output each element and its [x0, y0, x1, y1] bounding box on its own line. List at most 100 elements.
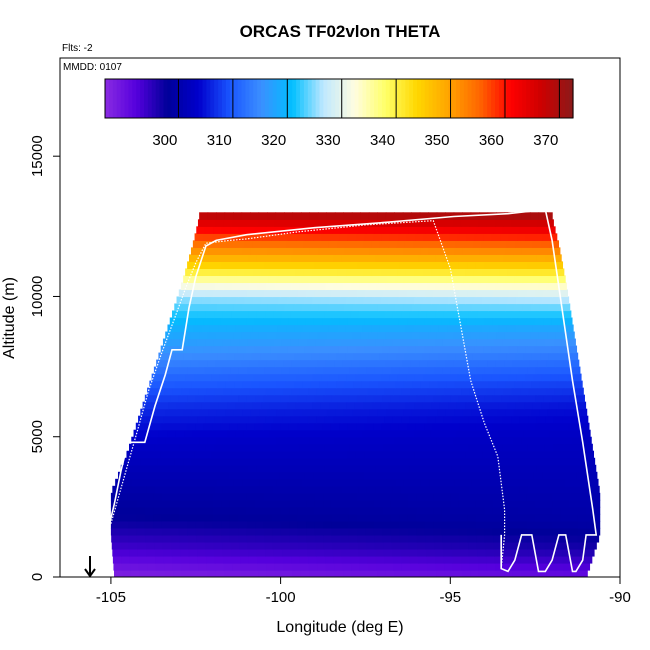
heatmap-cell: [241, 247, 251, 255]
heatmap-cell: [312, 268, 322, 277]
heatmap-cell: [273, 443, 283, 452]
heatmap-cell: [392, 338, 402, 347]
heatmap-cell: [518, 394, 528, 403]
heatmap-cell: [492, 289, 502, 298]
heatmap-cell: [260, 352, 270, 361]
heatmap-cell: [484, 289, 494, 298]
heatmap-cell: [223, 387, 233, 396]
heatmap-cell: [152, 422, 162, 431]
heatmap-cell: [524, 268, 534, 277]
heatmap-cell: [467, 366, 477, 375]
heatmap-cell: [204, 520, 214, 529]
heatmap-cell: [192, 352, 202, 361]
heatmap-cell: [247, 443, 257, 452]
heatmap-cell: [458, 289, 468, 298]
heatmap-cell: [425, 366, 435, 375]
heatmap-cell: [248, 548, 258, 557]
heatmap-cell: [153, 492, 163, 501]
colorbar-swatch: [108, 79, 114, 118]
flight-tracks: [106, 208, 598, 573]
heatmap-cell: [501, 289, 511, 298]
heatmap-cell: [396, 324, 406, 333]
heatmap-cell: [423, 450, 433, 459]
heatmap-cell: [431, 471, 441, 480]
heatmap-cell: [566, 429, 576, 438]
heatmap-cell: [441, 520, 451, 529]
heatmap-cell: [161, 422, 171, 431]
heatmap-cell: [196, 338, 206, 347]
heatmap-cell: [570, 464, 580, 473]
heatmap-cell: [441, 513, 451, 522]
heatmap-cell: [256, 338, 266, 347]
heatmap-cell: [166, 457, 176, 466]
heatmap-cell: [266, 562, 276, 571]
colorbar-swatch: [218, 79, 223, 118]
heatmap-cell: [304, 373, 314, 382]
heatmap-cell: [338, 450, 348, 459]
heatmap-cell: [304, 345, 315, 354]
heatmap-cell: [206, 387, 216, 396]
heatmap-cell: [383, 338, 393, 347]
heatmap-cell: [468, 548, 478, 557]
heatmap-cell: [586, 527, 596, 536]
colorbar-swatch: [136, 79, 141, 118]
heatmap-cell: [167, 429, 177, 438]
heatmap-cell: [410, 219, 420, 227]
heatmap-cell: [397, 296, 407, 305]
colorbar-swatch: [300, 79, 305, 118]
colorbar-swatch: [424, 79, 430, 118]
colorbar-swatch: [491, 79, 496, 118]
heatmap-cell: [250, 436, 260, 445]
heatmap-cell: [307, 310, 317, 319]
heatmap-cell: [263, 534, 273, 543]
heatmap-cell: [248, 254, 258, 262]
heatmap-cell: [298, 443, 308, 452]
heatmap-cell: [289, 520, 299, 529]
heatmap-cell: [553, 464, 563, 473]
heatmap-cell: [214, 310, 224, 319]
heatmap-cell: [536, 415, 546, 424]
heatmap-cell: [539, 380, 549, 389]
heatmap-cell: [437, 478, 447, 487]
heatmap-cell: [361, 380, 371, 389]
heatmap-cell: [489, 324, 499, 333]
heatmap-cell: [374, 541, 384, 550]
heatmap-cell: [356, 513, 367, 522]
heatmap-cell: [475, 394, 485, 403]
heatmap-cell: [384, 282, 394, 291]
heatmap-cell: [314, 492, 324, 501]
heatmap-cell: [552, 506, 562, 515]
heatmap-cell: [425, 338, 436, 347]
heatmap-cell: [265, 548, 275, 557]
heatmap-cell: [562, 464, 572, 473]
heatmap-cell: [224, 331, 234, 340]
heatmap-cell: [324, 415, 334, 424]
heatmap-cell: [501, 394, 511, 403]
heatmap-cell: [212, 422, 222, 431]
heatmap-cell: [548, 275, 558, 284]
heatmap-cell: [332, 443, 342, 452]
heatmap-cell: [538, 331, 548, 340]
colorbar-swatch: [311, 79, 317, 118]
heatmap-cell: [303, 324, 313, 333]
heatmap-cell: [360, 212, 370, 220]
heatmap-cell: [330, 233, 340, 241]
heatmap-cell: [188, 541, 198, 550]
heatmap-cell: [333, 555, 343, 564]
heatmap-cell: [486, 254, 496, 262]
heatmap-cell: [545, 219, 554, 227]
heatmap-cell: [310, 457, 320, 466]
heatmap-cell: [291, 282, 301, 291]
heatmap-cell: [217, 352, 227, 361]
heatmap-cell: [233, 303, 243, 312]
heatmap-cell: [216, 212, 226, 220]
heatmap-cell: [230, 226, 240, 234]
heatmap-cell: [171, 338, 181, 347]
heatmap-cell: [434, 541, 444, 550]
heatmap-cell: [238, 394, 248, 403]
heatmap-cell: [196, 226, 206, 234]
heatmap-cell: [456, 296, 466, 305]
heatmap-cell: [321, 373, 331, 382]
heatmap-cell: [586, 541, 596, 550]
heatmap-cell: [272, 527, 282, 536]
